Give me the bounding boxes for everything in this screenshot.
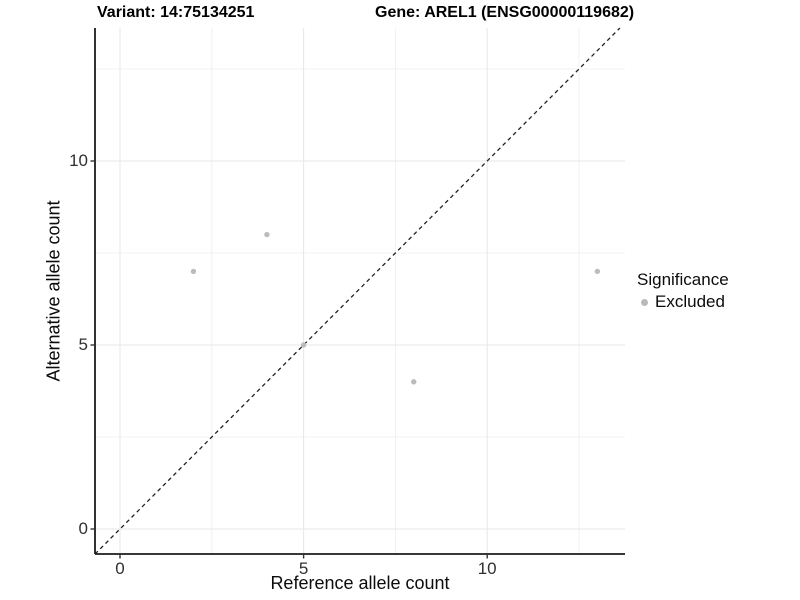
legend-item-excluded: Excluded [637, 292, 729, 312]
y-axis-title: Alternative allele count [43, 200, 64, 382]
legend-key-dot-icon [641, 298, 648, 306]
data-point [300, 342, 307, 348]
y-tick-label: 0 [78, 519, 88, 538]
legend: Significance Excluded [637, 270, 729, 312]
legend-title: Significance [637, 270, 729, 289]
plot-title-variant: Variant: 14:75134251 [97, 4, 255, 21]
x-axis-title: Reference allele count [270, 573, 450, 593]
identity-line [94, 27, 621, 555]
data-point [594, 268, 601, 275]
x-tick-label: 5 [298, 559, 309, 578]
plot-title-gene: Gene: AREL1 (ENSG00000119682) [375, 4, 635, 21]
legend-item-label: Excluded [655, 292, 725, 311]
data-point [264, 231, 270, 238]
y-tick-label: 10 [69, 151, 88, 170]
y-tick-label: 5 [78, 335, 88, 354]
x-tick-label: 0 [115, 559, 125, 578]
data-point [190, 268, 197, 275]
data-point [411, 379, 417, 385]
x-tick-label: 10 [477, 559, 497, 578]
